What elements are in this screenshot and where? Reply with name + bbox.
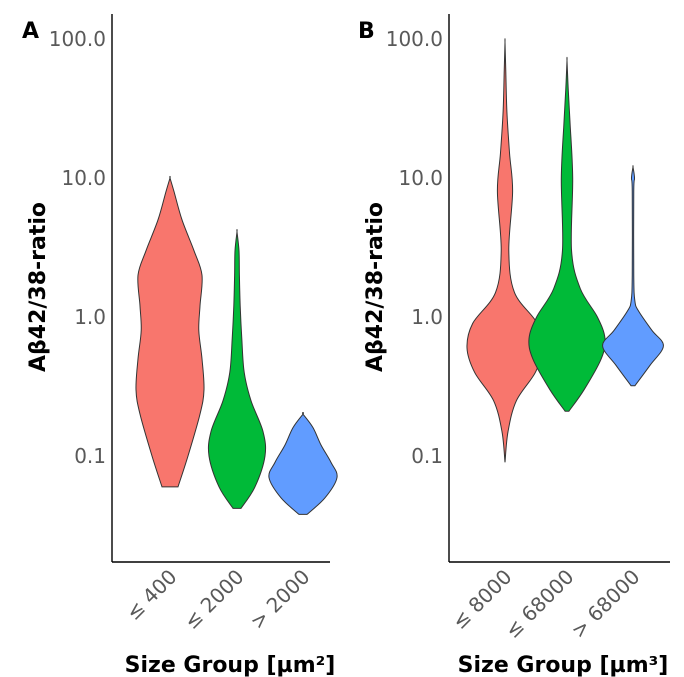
panel-a: A 0.1 1.0 10.0 100.0 Aβ42/38-ratio ≤ 400≤ 2000…: [22, 14, 338, 677]
y-axis-title: Aβ42/38-ratio: [363, 202, 388, 372]
violin-2: [528, 56, 606, 412]
x-axis-title: Size Group [µm³]: [458, 653, 669, 677]
x-axis-title: Size Group [µm²]: [125, 653, 336, 677]
y-axis-title: Aβ42/38-ratio: [26, 202, 51, 372]
y-tick-label: 10.0: [398, 166, 443, 190]
violin-1: [466, 38, 544, 463]
x-tick-label: ≤ 400: [121, 565, 181, 625]
y-tick-label: 1.0: [74, 305, 106, 329]
violin-1: [135, 175, 205, 488]
y-tick-label: 0.1: [74, 444, 106, 468]
violin-3: [268, 411, 338, 515]
panel-label: A: [22, 19, 39, 44]
y-tick-label: 100.0: [386, 27, 443, 51]
x-tick-label: > 2000: [245, 565, 314, 634]
y-tick-label: 10.0: [61, 166, 106, 190]
x-tick-label: ≤ 68000: [500, 565, 578, 643]
x-tick-label: > 68000: [566, 565, 644, 643]
y-tick-label: 0.1: [411, 444, 443, 468]
y-tick-label: 1.0: [411, 305, 443, 329]
y-tick-label: 100.0: [49, 27, 106, 51]
violin-2: [207, 228, 267, 509]
panel-label: B: [358, 19, 375, 44]
x-tick-label: ≤ 2000: [179, 565, 248, 634]
violin-3: [602, 165, 664, 387]
